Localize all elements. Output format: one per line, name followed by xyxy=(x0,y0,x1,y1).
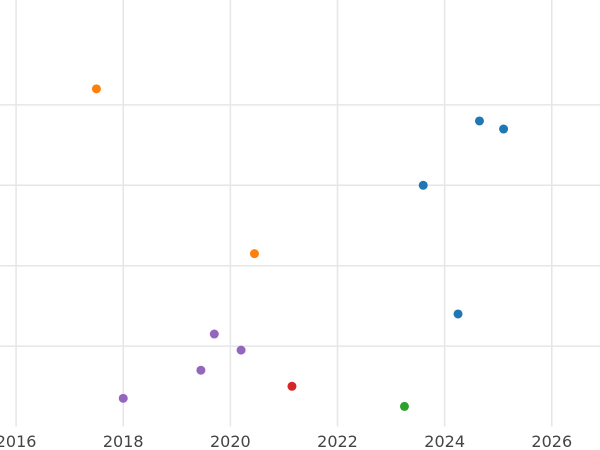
data-point-7 xyxy=(236,345,246,355)
x-tick-label-2024: 2024 xyxy=(424,432,465,450)
data-point-11 xyxy=(399,401,409,411)
x-tick-label-2022: 2022 xyxy=(317,432,358,450)
data-point-10 xyxy=(287,381,297,391)
data-point-6 xyxy=(209,329,219,339)
data-point-2 xyxy=(474,116,484,126)
x-tick-label-2016: 2016 xyxy=(0,432,36,450)
data-point-1 xyxy=(249,249,259,259)
x-axis-tick-labels: 2016 2018 2020 2022 2024 2026 xyxy=(0,432,572,450)
x-tick-label-2026: 2026 xyxy=(531,432,572,450)
grid xyxy=(0,0,600,427)
data-point-3 xyxy=(499,124,509,134)
data-point-8 xyxy=(196,365,206,375)
x-tick-label-2020: 2020 xyxy=(210,432,251,450)
data-points xyxy=(91,84,509,411)
data-point-4 xyxy=(418,180,428,190)
data-point-0 xyxy=(91,84,101,94)
data-point-9 xyxy=(118,393,128,403)
data-point-5 xyxy=(453,309,463,319)
x-tick-label-2018: 2018 xyxy=(103,432,144,450)
